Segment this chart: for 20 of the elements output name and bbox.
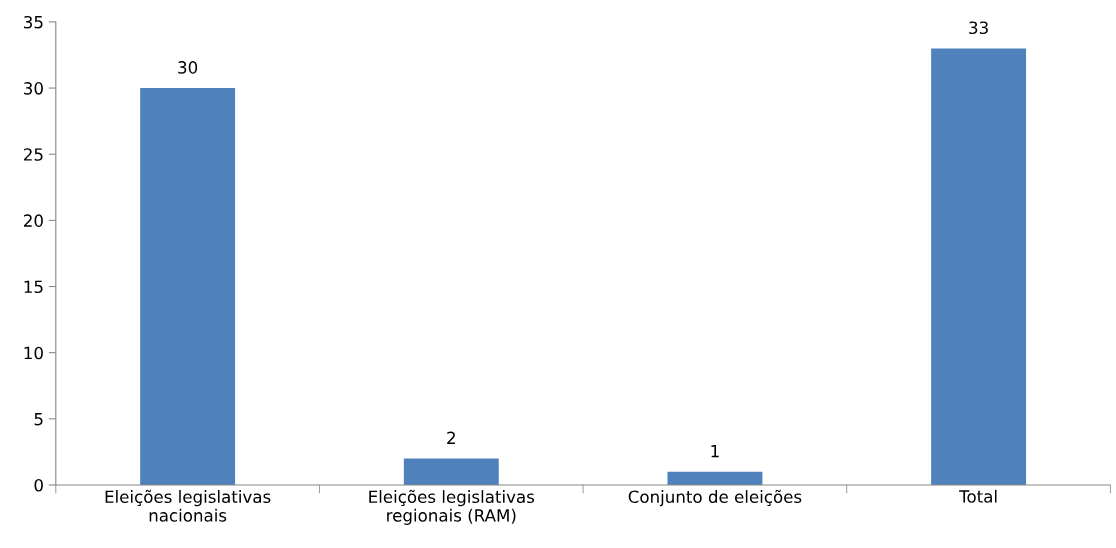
y-tick-label: 30 [24, 82, 43, 95]
y-tick-label: 15 [24, 280, 43, 294]
data-label: 33 [969, 21, 988, 35]
y-tick-label: 10 [24, 346, 43, 360]
y-tick-label: 20 [24, 214, 43, 227]
bar [931, 48, 1027, 485]
x-tick-label: Total [959, 489, 997, 503]
data-label: 1 [711, 445, 719, 458]
x-tick-label: Eleições legislativas regionais (RAM) [369, 489, 535, 525]
bar [403, 458, 499, 485]
bar [667, 471, 763, 485]
data-label: 2 [447, 431, 455, 444]
y-tick-label: 35 [24, 15, 43, 29]
y-tick-label: 0 [34, 478, 43, 492]
y-tick-label: 25 [24, 148, 43, 161]
x-tick-label: Conjunto de eleições [628, 489, 802, 507]
y-tick-label: 5 [34, 413, 43, 426]
x-tick-label: Eleições legislativas nacionais [105, 489, 271, 522]
data-label: 30 [178, 61, 198, 74]
bar [140, 88, 236, 485]
